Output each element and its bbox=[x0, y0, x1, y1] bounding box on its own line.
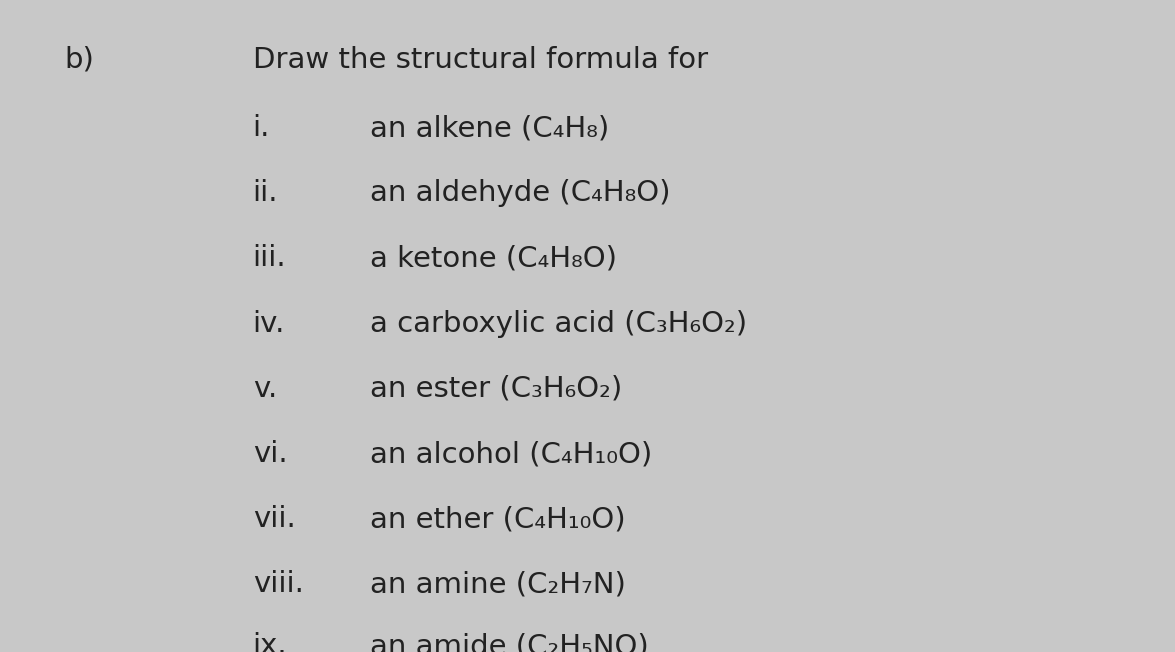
Text: ix.: ix. bbox=[253, 632, 287, 652]
Text: v.: v. bbox=[253, 375, 277, 403]
Text: an alcohol (C₄H₁₀O): an alcohol (C₄H₁₀O) bbox=[370, 440, 652, 468]
Text: a ketone (C₄H₈O): a ketone (C₄H₈O) bbox=[370, 244, 617, 273]
Text: an aldehyde (C₄H₈O): an aldehyde (C₄H₈O) bbox=[370, 179, 671, 207]
Text: iii.: iii. bbox=[253, 244, 287, 273]
Text: Draw the structural formula for: Draw the structural formula for bbox=[253, 46, 707, 74]
Text: a carboxylic acid (C₃H₆O₂): a carboxylic acid (C₃H₆O₂) bbox=[370, 310, 747, 338]
Text: ii.: ii. bbox=[253, 179, 278, 207]
Text: an ester (C₃H₆O₂): an ester (C₃H₆O₂) bbox=[370, 375, 623, 403]
Text: an ether (C₄H₁₀O): an ether (C₄H₁₀O) bbox=[370, 505, 626, 533]
Text: iv.: iv. bbox=[253, 310, 286, 338]
Text: i.: i. bbox=[253, 114, 270, 142]
Text: vii.: vii. bbox=[253, 505, 295, 533]
Text: vi.: vi. bbox=[253, 440, 287, 468]
Text: viii.: viii. bbox=[253, 570, 303, 599]
Text: b): b) bbox=[65, 46, 94, 74]
Text: an alkene (C₄H₈): an alkene (C₄H₈) bbox=[370, 114, 610, 142]
Text: an amide (C₂H₅NO): an amide (C₂H₅NO) bbox=[370, 632, 649, 652]
Text: an amine (C₂H₇N): an amine (C₂H₇N) bbox=[370, 570, 626, 599]
